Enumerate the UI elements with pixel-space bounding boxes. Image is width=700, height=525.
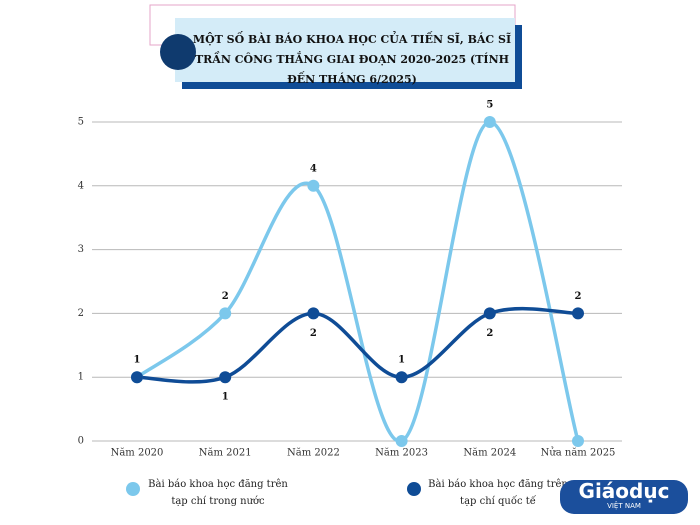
x-tick-label: Năm 2021 bbox=[199, 448, 252, 459]
logo-sub: VIỆT NAM bbox=[607, 502, 641, 510]
y-tick-label: 2 bbox=[78, 308, 84, 319]
point bbox=[395, 371, 408, 384]
point bbox=[219, 307, 232, 320]
y-tick-label: 1 bbox=[78, 372, 84, 383]
y-tick-label: 3 bbox=[78, 244, 84, 255]
point bbox=[395, 435, 408, 447]
point bbox=[131, 371, 143, 384]
point bbox=[219, 371, 232, 384]
point bbox=[572, 435, 584, 447]
data-label: 2 bbox=[486, 328, 493, 339]
x-tick-label: Năm 2022 bbox=[287, 448, 340, 459]
legend-label: Bài báo khoa học đăng trên tạp chí trong… bbox=[148, 479, 288, 507]
point bbox=[483, 116, 496, 128]
data-label: 5 bbox=[486, 100, 493, 111]
data-label: 2 bbox=[222, 291, 229, 302]
point bbox=[483, 307, 496, 320]
data-label: 2 bbox=[310, 328, 317, 339]
data-label: 1 bbox=[134, 355, 141, 366]
legend-label: Bài báo khoa học đăng trên tạp chí quốc … bbox=[428, 479, 568, 507]
point bbox=[307, 179, 320, 192]
y-tick-label: 5 bbox=[78, 117, 84, 128]
chart-title: MỘT SỐ BÀI BÁO KHOA HỌC CỦA TIẾN SĨ, BÁC… bbox=[192, 33, 512, 86]
logo-text: Giáodục bbox=[578, 479, 670, 503]
x-tick-label: Năm 2023 bbox=[375, 448, 428, 459]
data-label: 1 bbox=[398, 355, 405, 366]
x-tick-label: Năm 2020 bbox=[111, 448, 164, 459]
point bbox=[307, 307, 320, 320]
y-tick-label: 0 bbox=[78, 436, 84, 447]
x-tick-label: Nửa năm 2025 bbox=[541, 448, 616, 459]
title-box bbox=[175, 18, 515, 82]
legend-swatch bbox=[126, 482, 140, 496]
data-label: 1 bbox=[222, 392, 229, 403]
series-line bbox=[135, 120, 580, 443]
logo: Giáodục VIỆT NAM bbox=[560, 480, 688, 514]
y-tick-label: 4 bbox=[78, 180, 84, 191]
point bbox=[572, 307, 584, 320]
data-label: 2 bbox=[575, 291, 582, 302]
data-label: 4 bbox=[310, 163, 317, 174]
x-tick-label: Năm 2024 bbox=[463, 448, 516, 459]
title-dot bbox=[160, 34, 196, 70]
legend-swatch bbox=[407, 482, 421, 496]
